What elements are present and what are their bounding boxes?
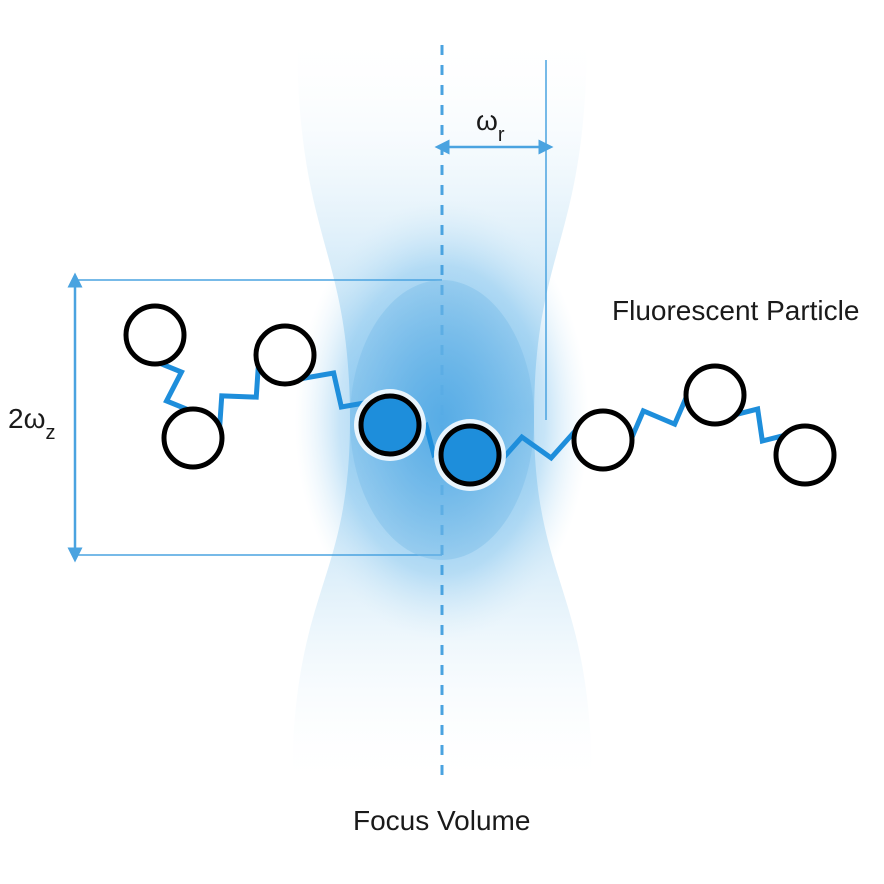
particle [776,426,834,484]
particle [256,326,314,384]
dim-wz-label: 2ωz [8,403,55,444]
particle-fluorescing [441,426,499,484]
label-fluorescent-particle: Fluorescent Particle [612,295,859,326]
particle-fluorescing [361,396,419,454]
particle [686,366,744,424]
label-focus-volume: Focus Volume [353,805,530,836]
particle [126,306,184,364]
particle [164,409,222,467]
particle [574,411,632,469]
